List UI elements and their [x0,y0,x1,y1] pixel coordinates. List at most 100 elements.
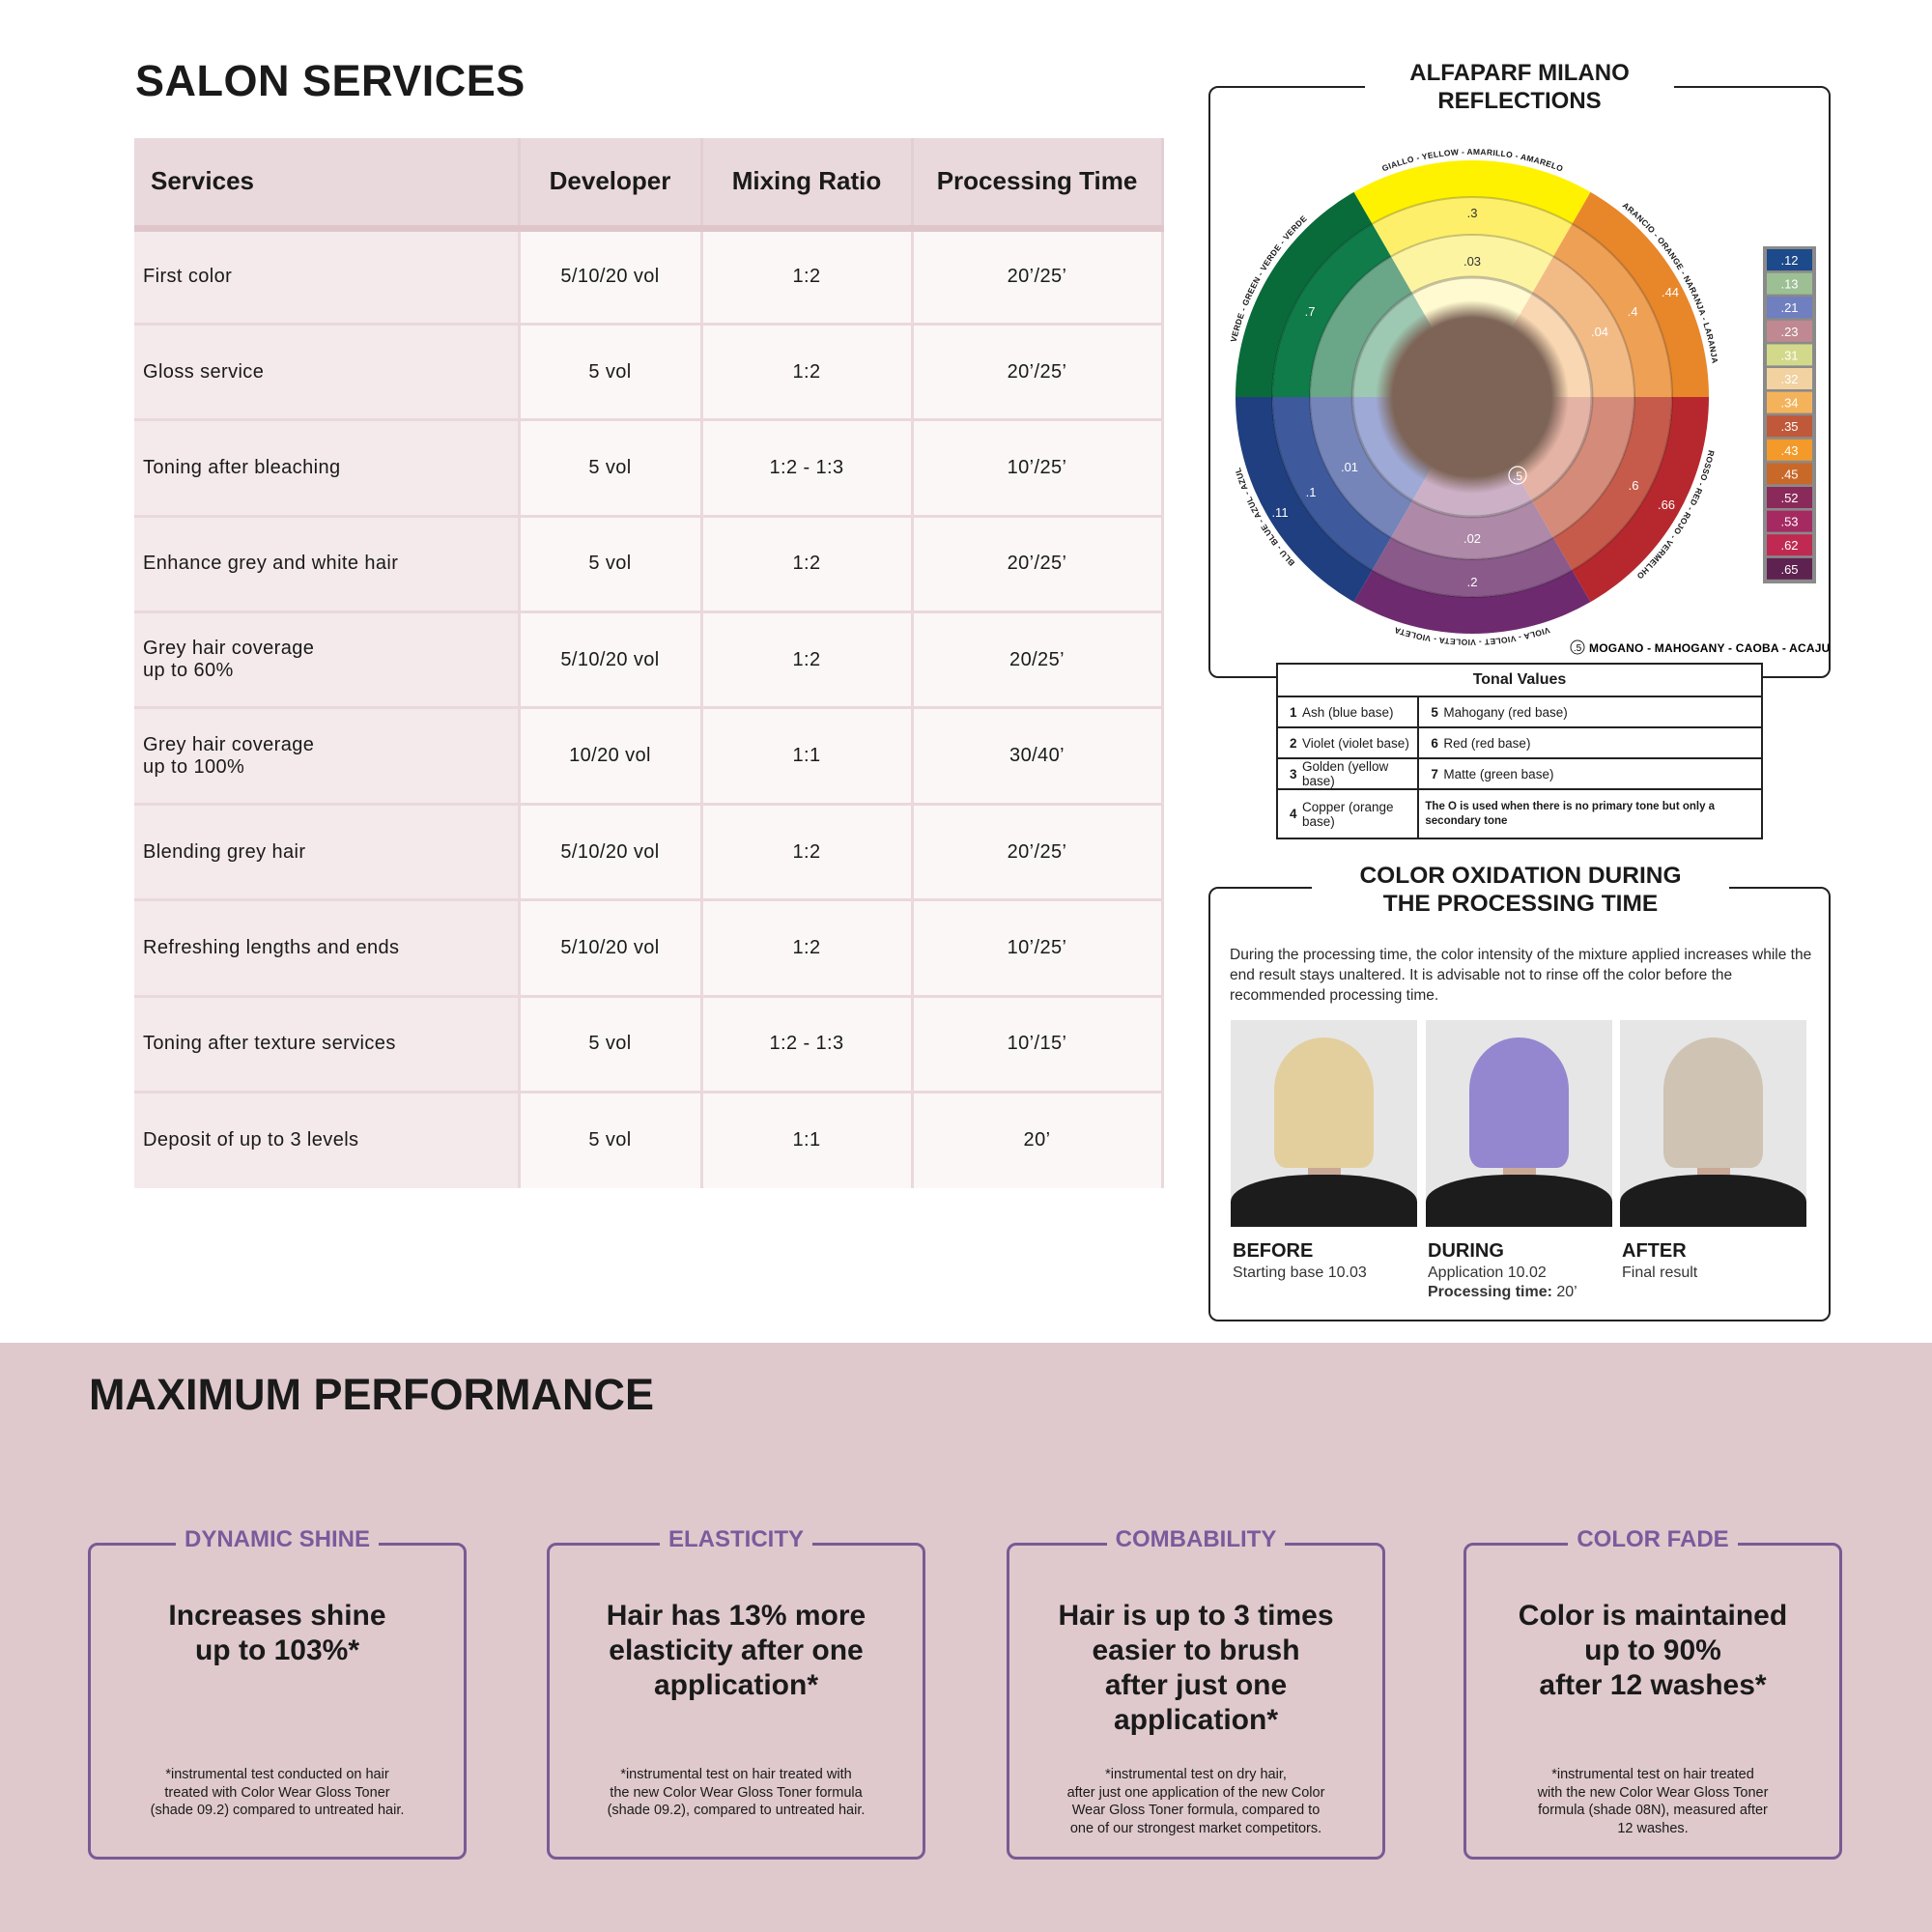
card-title: ELASTICITY [659,1526,812,1552]
swatch-code: .45 [1780,467,1798,481]
swatch [1767,487,1812,508]
table-row: Blending grey hair 5/10/20 vol 1:2 20’/25’ [134,804,1164,902]
processing-time-label: Processing time: [1428,1284,1552,1300]
tone-label: .3 [1467,206,1478,220]
service-cell: Grey hair coverage up to 100% [134,707,521,806]
table-row: Enhance grey and white hair 5 vol 1:2 20’/2… [134,516,1164,614]
wheel-blue-ring-2 [1272,397,1391,571]
tonal-values-title: Tonal Values [1276,663,1763,697]
developer-cell: 5/10/20 vol [519,899,703,998]
wheel-blue-ring-3 [1310,397,1412,538]
processing-time-cell: 20’ [912,1092,1164,1188]
photo-after [1620,1020,1806,1227]
performance-title: MAXIMUM PERFORMANCE [89,1370,654,1419]
reflections-title-line1: ALFAPARF MILANO [1409,60,1630,86]
tonal-num: 2 [1276,726,1298,759]
processing-time-cell: 20’/25’ [912,516,1164,614]
swatch [1767,344,1812,366]
developer-cell: 5 vol [519,419,703,518]
mixing-ratio-cell: 1:2 [701,611,914,710]
wheel-violet-ring-2 [1372,537,1573,597]
mixing-ratio-cell: 1:2 - 1:3 [701,419,914,518]
mixing-ratio-cell: 1:1 [701,1092,914,1188]
card-headline: Hair is up to 3 times easier to brush af… [1058,1600,1334,1736]
tonal-num: 1 [1276,696,1298,728]
mixing-ratio-cell: 1:1 [701,707,914,806]
ring-divider [1271,196,1673,598]
header-services: Services [134,138,521,232]
photo-before [1231,1020,1417,1227]
tone-label: .02 [1463,531,1481,546]
salon-services-title: SALON SERVICES [135,56,526,105]
swatch [1767,415,1812,438]
processing-time-cell: 30/40’ [912,707,1164,806]
service-cell: Grey hair coverage up to 60% [134,611,521,710]
photo-label: AFTER [1622,1240,1687,1262]
swatch-code: .32 [1780,372,1798,386]
swatch-code: .62 [1780,538,1798,553]
tone-label: .2 [1467,575,1478,589]
swatch [1767,368,1812,389]
tonal-label: Red (red base) [1439,726,1763,759]
processing-time-cell: 10’/25’ [912,419,1164,518]
card-title: DYNAMIC SHINE [175,1526,379,1552]
tonal-num: 7 [1417,757,1440,790]
processing-time-cell: 20’/25’ [912,324,1164,422]
processing-time-cell: 20’/25’ [912,804,1164,902]
card-footnote: *instrumental test conducted on hair tre… [150,1767,405,1818]
mahogany-legend-symbol: .5 [1574,643,1582,654]
tone-label: .1 [1306,485,1317,499]
reflections-title: ALFAPARF MILANO REFLECTIONS [1365,60,1674,116]
reflections-title-line2: REFLECTIONS [1437,87,1602,114]
card-footnote: *instrumental test on hair treated with … [607,1767,866,1818]
swatch-code: .23 [1780,325,1798,339]
tonal-num: 5 [1417,696,1440,728]
color-wheel: GIALLO - YELLOW - AMARILLO - AMARELOARAN… [1229,147,1831,655]
table-row: First color 5/10/20 vol 1:2 20’/25’ [134,228,1164,326]
wheel-green-ring-3 [1310,256,1412,397]
table-row: Grey hair coverage up to 100% 10/20 vol 1:… [134,707,1164,806]
mixing-ratio-cell: 1:2 [701,324,914,422]
tone-label: .7 [1305,304,1316,319]
processing-time-cell: 10’/15’ [912,996,1164,1094]
tonal-note: The O is used when there is no primary t… [1417,788,1763,839]
swatch-code: .31 [1780,348,1798,362]
developer-cell: 5/10/20 vol [519,804,703,902]
card-headline: Increases shine up to 103%* [168,1600,386,1666]
tone-label: .4 [1628,304,1638,319]
swatch-code: .13 [1780,277,1798,292]
swatch-code: .53 [1780,515,1798,529]
mixing-ratio-cell: 1:2 [701,516,914,614]
table-row: Deposit of up to 3 levels 5 vol 1:1 20’ [134,1092,1164,1188]
mixing-ratio-cell: 1:2 [701,899,914,998]
wheel-red-ring-2 [1553,397,1672,571]
swatch [1767,297,1812,319]
photo-caption: Starting base 10.03 [1233,1264,1367,1281]
table-header-row: Services Developer Mixing Ratio Processi… [134,138,1164,232]
swatch [1767,557,1812,580]
hair-image [1663,1037,1763,1168]
tonal-label: Violet (violet base) [1298,726,1420,759]
mahogany-legend: .5 MOGANO - MAHOGANY - CAOBA - ACAJU [1570,639,1830,655]
table-row: Grey hair coverage up to 60% 5/10/20 vol 1… [134,611,1164,710]
developer-cell: 5 vol [519,996,703,1094]
tone-label: .03 [1463,254,1481,269]
service-cell: Enhance grey and white hair [134,516,521,614]
processing-time-caption: Processing time: 20’ [1428,1284,1577,1301]
wheel-red-ring-3 [1532,397,1634,538]
swatch-code: .34 [1780,396,1798,411]
header-processing-time: Processing Time [912,138,1164,232]
table-row: Toning after texture services 5 vol 1:2 - … [134,996,1164,1094]
card-elasticity: ELASTICITY Hair has 13% more elasticity a… [547,1526,925,1860]
oxidation-title-line1: COLOR OXIDATION DURING [1359,863,1682,889]
header-mixing-ratio: Mixing Ratio [701,138,914,232]
hair-image [1469,1037,1569,1168]
swatch-code: .12 [1780,253,1798,268]
card-footnote: *instrumental test on dry hair, after ju… [1066,1767,1325,1836]
processing-time-cell: 20/25’ [912,611,1164,710]
photo-label: BEFORE [1233,1240,1314,1262]
service-cell: Blending grey hair [134,804,521,902]
service-cell: Refreshing lengths and ends [134,899,521,998]
oxidation-title-line2: THE PROCESSING TIME [1382,891,1659,918]
service-cell: Deposit of up to 3 levels [134,1092,521,1188]
